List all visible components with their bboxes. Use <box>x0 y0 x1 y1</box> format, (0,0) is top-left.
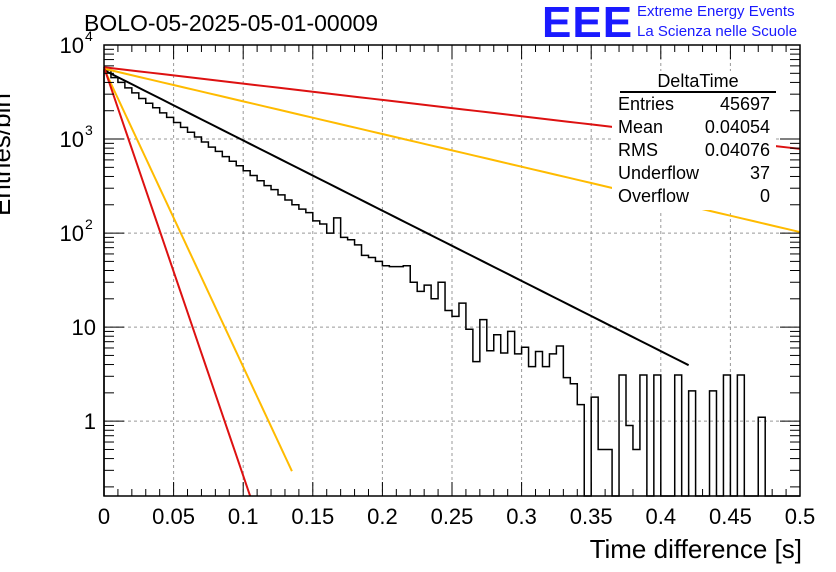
stats-label: Overflow <box>618 186 690 206</box>
stats-label: RMS <box>618 140 658 160</box>
y-tick-exponent: 4 <box>85 28 93 44</box>
stats-value: 0.04076 <box>704 140 770 160</box>
grid-lines <box>104 45 800 496</box>
x-tick-label: 0.25 <box>431 504 474 529</box>
stats-label: Entries <box>618 94 675 114</box>
stats-row-mean: Mean 0.04054 <box>612 116 776 139</box>
stats-value: 45697 <box>719 94 770 114</box>
axis-ticks <box>103 44 801 496</box>
x-axis-label: Time difference [s] <box>589 534 802 564</box>
stats-value: 37 <box>749 163 770 183</box>
stats-box: DeltaTime Entries 45697 Mean 0.04054 RMS… <box>612 71 776 210</box>
eee-logo: EEE <box>542 0 634 47</box>
x-tick-label: 0.3 <box>506 504 537 529</box>
y-tick-label: 10 <box>60 33 84 58</box>
x-tick-label: 0.1 <box>228 504 259 529</box>
stats-row-overflow: Overflow 0 <box>612 185 776 208</box>
y-tick-label: 1 <box>84 409 96 434</box>
x-tick-labels: 0 0.05 0.1 0.15 0.2 0.25 0.3 0.35 0.4 0.45 0.5 <box>98 504 815 529</box>
x-tick-label: 0.05 <box>152 504 195 529</box>
fit-line <box>103 66 252 497</box>
x-tick-label: 0.15 <box>291 504 334 529</box>
x-tick-label: 0.5 <box>785 504 816 529</box>
stats-label: Mean <box>618 117 664 137</box>
x-tick-label: 0 <box>98 504 110 529</box>
stats-row-rms: RMS 0.04076 <box>612 139 776 162</box>
logo-line-1: Extreme Energy Events <box>637 3 795 20</box>
x-tick-label: 0.35 <box>570 504 613 529</box>
y-tick-label: 10 <box>60 127 84 152</box>
stats-value: 0 <box>759 186 770 206</box>
x-tick-label: 0.2 <box>367 504 398 529</box>
fit-line <box>103 68 293 472</box>
stats-value: 0.04054 <box>704 117 770 137</box>
y-tick-label: 10 <box>72 315 96 340</box>
stats-title: DeltaTime <box>620 71 776 93</box>
y-tick-exponent: 2 <box>85 216 93 232</box>
stats-row-underflow: Underflow 37 <box>612 162 776 185</box>
x-tick-label: 0.4 <box>646 504 677 529</box>
fit-line <box>103 69 690 367</box>
chart-title: BOLO-05-2025-05-01-00009 <box>84 10 379 36</box>
y-tick-exponent: 3 <box>85 122 93 138</box>
y-axis-label: Entries/bin <box>0 93 16 216</box>
x-tick-label: 0.45 <box>709 504 752 529</box>
logo-line-2: La Scienza nelle Scuole <box>637 23 798 40</box>
stats-row-entries: Entries 45697 <box>612 93 776 116</box>
stats-label: Underflow <box>618 163 700 183</box>
y-tick-label: 10 <box>60 221 84 246</box>
